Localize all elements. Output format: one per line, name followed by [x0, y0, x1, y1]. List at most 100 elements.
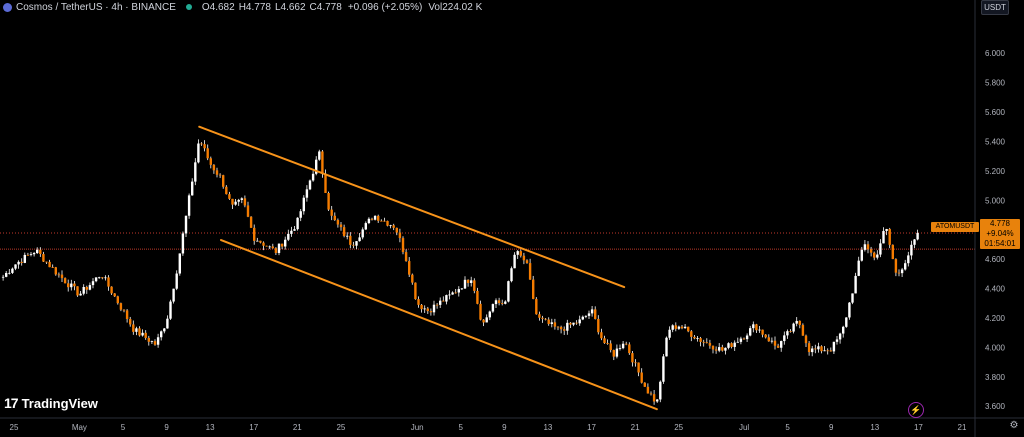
candle	[780, 340, 783, 352]
candle-body	[392, 225, 395, 228]
gear-icon[interactable]: ⚙	[1009, 420, 1019, 431]
candle	[141, 329, 144, 337]
candle-body	[621, 343, 625, 349]
candle	[897, 269, 901, 277]
candle-body	[476, 290, 479, 304]
candle-body	[479, 303, 482, 320]
time-tick-label: 5	[785, 423, 790, 432]
candle	[166, 315, 169, 329]
lightning-icon[interactable]: ⚡	[908, 402, 924, 418]
candle	[342, 224, 346, 238]
candle	[373, 215, 377, 221]
candle	[349, 232, 352, 249]
candle-body	[222, 175, 225, 187]
candle-body	[727, 343, 730, 348]
candle	[11, 267, 14, 274]
symbol-title[interactable]: Cosmos / TetherUS · 4h · BINANCE	[16, 1, 176, 13]
candle-body	[516, 251, 519, 255]
close-label: C	[309, 1, 317, 13]
candle	[147, 335, 151, 346]
candle	[60, 270, 64, 282]
candle-body	[116, 296, 120, 304]
candle-body	[609, 343, 612, 351]
candle-body	[153, 341, 157, 345]
candle-body	[20, 261, 23, 263]
candle-body	[339, 224, 343, 228]
candle	[820, 345, 823, 354]
candle-body	[367, 218, 371, 224]
candle	[637, 362, 640, 377]
candle	[454, 289, 457, 294]
candle	[600, 328, 603, 341]
candle-body	[308, 180, 312, 190]
candle-body	[411, 274, 414, 283]
candle-body	[401, 238, 405, 253]
candle	[302, 195, 306, 215]
candle-body	[736, 341, 740, 343]
candle-body	[854, 275, 857, 294]
candle-body	[79, 293, 82, 296]
candle	[559, 325, 563, 334]
candle	[293, 226, 296, 231]
candle	[869, 246, 873, 257]
candle-body	[57, 274, 61, 276]
candle-body	[507, 281, 510, 302]
candle-body	[237, 199, 240, 202]
candle-body	[42, 254, 45, 262]
candle	[129, 316, 132, 327]
candle-body	[643, 382, 647, 387]
candle-body	[23, 254, 27, 263]
candle-body	[70, 283, 73, 288]
candle-body	[690, 331, 693, 337]
candle	[863, 239, 867, 252]
candle	[311, 170, 315, 182]
candle-body	[730, 343, 733, 347]
candle-body	[271, 246, 275, 249]
candle-body	[659, 381, 662, 400]
channel-lines[interactable]	[198, 125, 658, 411]
candle	[835, 336, 839, 345]
candle-body	[311, 173, 315, 181]
candle	[26, 252, 30, 256]
candle-body	[696, 338, 699, 339]
candle	[36, 247, 39, 254]
candle	[339, 222, 343, 231]
candle-body	[780, 341, 783, 348]
candle	[507, 280, 510, 303]
candle-body	[631, 353, 634, 363]
candle-body	[680, 326, 684, 329]
tradingview-logo[interactable]: 17 TradingView	[4, 395, 98, 411]
candle-body	[98, 277, 101, 279]
candle-body	[587, 313, 591, 316]
candle	[671, 324, 674, 333]
candle	[739, 336, 743, 345]
close-value: 4.778	[316, 1, 342, 13]
candle-body	[262, 242, 265, 246]
candle	[361, 227, 364, 240]
candle	[649, 391, 653, 396]
candle	[256, 237, 259, 242]
candle-body	[336, 220, 340, 225]
candle	[125, 309, 129, 323]
last-price-label: 4.778 +9.04% 01:54:01	[980, 219, 1020, 249]
candle-body	[907, 255, 910, 264]
time-axis[interactable]: 25 May 5 9 13 17 21 25 Jun 5 9 13 17 21 25 Jul 5 9 13 17 21	[0, 417, 1024, 432]
candle	[364, 221, 368, 231]
currency-button[interactable]: USDT	[981, 0, 1009, 15]
candle-body	[67, 283, 70, 288]
candle-body	[435, 304, 439, 306]
candle-body	[578, 319, 581, 324]
candle	[770, 337, 774, 344]
candle-body	[256, 240, 259, 242]
candle	[150, 340, 154, 344]
candle-body	[200, 143, 203, 145]
candle	[876, 250, 879, 260]
price-axis[interactable]: 6.0005.8005.6005.4005.2005.0004.8004.600…	[974, 0, 1006, 437]
candle	[482, 319, 485, 327]
price-tick-label: 5.200	[985, 167, 1006, 176]
candle-body	[842, 326, 845, 334]
candle-body	[209, 158, 213, 165]
candle-body	[231, 198, 234, 205]
candle-body	[274, 248, 278, 253]
